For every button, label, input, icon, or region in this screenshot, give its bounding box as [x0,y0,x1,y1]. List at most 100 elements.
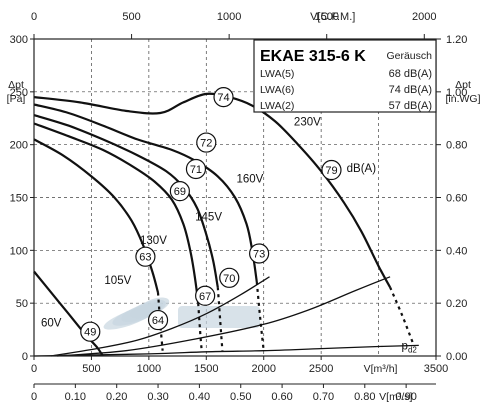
db-marker-label-79: 79 [325,165,337,177]
watermark-blade [138,297,170,315]
curve-130v [33,122,200,304]
label-160v: 160V [237,174,264,186]
system-curve-pd2 [33,344,419,357]
y-left-tick-label: 150 [10,193,28,205]
x-bottom2-tick-label: 0.60 [271,391,292,403]
x-bottom2-tick-label: 0.50 [230,391,251,403]
x-top-tick-label: 500 [122,11,140,23]
db-marker-label-63: 63 [139,252,151,264]
y-left-tick-label: 50 [16,298,28,310]
x-bottom-tick-label: 2500 [309,363,333,375]
curve-tail-145v [216,287,224,351]
db-marker-label-67: 67 [199,291,211,303]
label-105v: 105V [104,275,131,287]
curve-tail-230v [389,286,415,344]
brand-watermark [103,297,260,330]
legend-row-value: 68 dB(A) [389,68,432,80]
db-marker-circle-79 [321,159,342,181]
db-marker-circle-74 [213,87,234,108]
x-bottom-tick-label: 3500 [424,363,448,375]
x-bottom-tick-label: 500 [82,363,100,375]
db-marker-circle-70 [219,267,240,288]
label-pd2-subscript: d2 [408,346,417,355]
db-marker-label-69: 69 [174,186,186,198]
x-top-tick-label: 0 [31,11,37,23]
y-right-tick-label: 0.20 [446,298,467,310]
curve-230v [33,92,392,288]
x-bottom2-axis-title: V[m³/s] [379,391,412,403]
db-marker-circle-71 [185,158,207,180]
y-right-axis-title: Δpt [455,79,471,91]
db-marker-label-49: 49 [84,327,96,339]
y-left-axis-unit: [Pa] [7,93,26,105]
db-marker-circle-49 [80,321,101,342]
x-bottom-axis-title: V[m³/h] [364,363,398,375]
db-marker-circle-72 [196,132,217,153]
legend-subtitle: Geräusch [386,50,432,62]
x-bottom2-tick-label: 0.10 [65,391,86,403]
x-bottom2-tick-label: 0.70 [313,391,334,403]
legend-frame [253,39,437,113]
y-left-tick-label: 300 [10,34,28,46]
x-bottom2-tick-label: 0.90 [395,391,416,403]
label-145v: 145V [195,212,222,224]
x-top-axis-title: V[C.F.M.] [310,11,355,23]
y-left-tick-label: 250 [10,87,28,99]
y-right-tick-label: 0.80 [446,140,467,152]
db-marker-circle-67 [195,285,216,306]
x-bottom-tick-label: 1000 [137,363,161,375]
db-markers: 74 72 71 69 63 64 49 67 70 73 79 [80,87,342,342]
x-bottom-tick-label: 2000 [251,363,275,375]
x-bottom-tick-label: 1500 [194,363,218,375]
y-right-tick-label: 0.40 [446,245,467,257]
x-bottom2-tick-label: 0.40 [189,391,210,403]
curve-105v [33,138,160,293]
y-right-tick-label: 1.20 [446,34,467,46]
voltage-curves [33,92,415,357]
legend-row-label: LWA(6) [260,84,294,96]
db-marker-circle-63 [135,246,156,267]
curve-60v [33,270,104,357]
db-marker-label-64: 64 [152,315,164,327]
x-bottom2-tick-label: 0.80 [354,391,375,403]
system-curve-sys_b [51,276,270,357]
x-bottom2-tick-label: 0.30 [147,391,168,403]
curve-tail-160v [255,281,265,351]
db-marker-circle-64 [147,309,169,331]
legend-row-value: 74 dB(A) [389,84,432,96]
curve-tail-130v [197,303,203,351]
y-right-axis-unit: [in.WG] [445,93,480,105]
y-right-tick-label: 1.00 [446,87,467,99]
x-top-tick-label: 1000 [217,11,241,23]
x-top-tick-label: 2000 [412,11,436,23]
y-right-tick-label: 0.60 [446,193,467,205]
x-bottom2-tick-label: 0 [31,391,37,403]
curve-145v [33,114,219,288]
db-marker-label-71: 71 [190,164,202,176]
label-230v: 230V [294,117,321,129]
y-right-tick-label: 0.00 [446,351,467,363]
x-bottom2-tick-label: 0.20 [106,391,127,403]
y-left-tick-label: 100 [10,245,28,257]
db-marker-label-73: 73 [253,249,265,261]
legend-box: EKAE 315-6 K Geräusch LWA(5) 68 dB(A) LWA(6)… [253,39,437,113]
label-pd2: pd2 [402,341,418,355]
legend-row-value: 57 dB(A) [389,100,432,112]
y-left-tick-label: 200 [10,140,28,152]
y-left-tick-label: 0 [22,351,28,363]
curve-tail-105v [156,292,164,351]
label-130v: 130V [140,235,167,247]
db-marker-label-70: 70 [223,273,235,285]
legend-row-label: LWA(5) [260,68,294,80]
legend-row-label: LWA(2) [260,100,294,112]
legend-title: EKAE 315-6 K [260,48,366,65]
db-marker-circle-73 [249,243,270,264]
x-top-tick-label: 1500 [314,11,338,23]
db-marker-label-72: 72 [200,138,212,150]
label-60v: 60V [41,317,62,329]
curve-labels: 230V dB(A) 160V 145V 130V 105V 60V pd2 [41,117,417,355]
db-marker-label-74: 74 [217,92,229,104]
label-dba: dB(A) [347,163,377,175]
x-bottom-tick-label: 0 [31,363,37,375]
